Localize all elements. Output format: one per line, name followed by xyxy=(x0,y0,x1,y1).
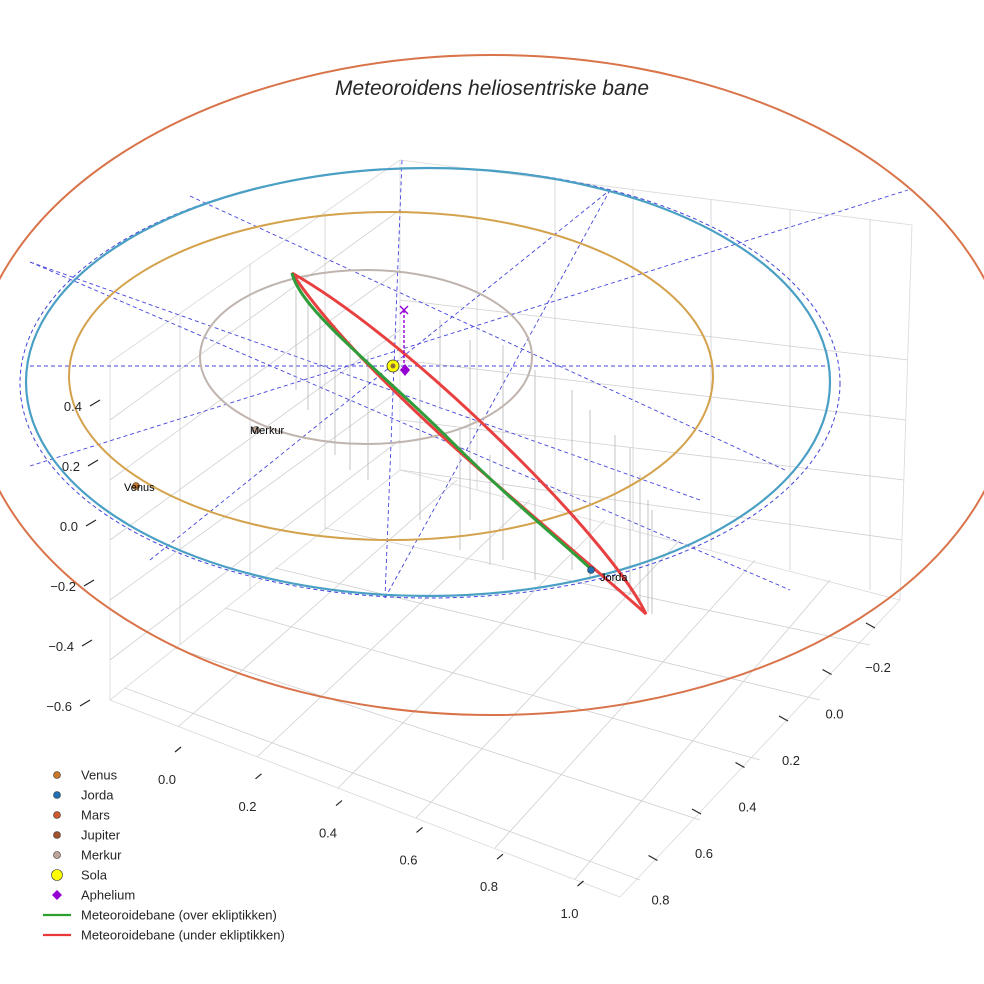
legend: Venus Jorda Mars Jupiter Merkur Sola Aphelium M… xyxy=(43,768,285,943)
label-merkur: Merkur xyxy=(250,425,285,437)
planet-markers xyxy=(132,305,595,574)
mercury-marker xyxy=(252,426,260,434)
legend-label: Jorda xyxy=(81,788,114,803)
reference-line xyxy=(29,261,791,591)
mars-orbit xyxy=(0,54,984,716)
aphelium-marker xyxy=(400,364,410,376)
drop-lines xyxy=(295,290,653,614)
legend-label: Merkur xyxy=(81,848,122,863)
z-axis-tick xyxy=(87,459,99,467)
x-axis-tick-label: 0.8 xyxy=(480,879,498,894)
reference-line xyxy=(29,261,701,501)
z-axis-tick-label: −0.4 xyxy=(48,639,74,654)
z-axis-tick-label: −0.2 xyxy=(50,579,76,594)
legend-item-sola: Sola xyxy=(51,868,108,883)
y-axis-tick xyxy=(735,761,745,769)
y-axis-tick xyxy=(778,715,789,722)
x-axis-tick-label: 0.4 xyxy=(319,826,337,841)
legend-label: Sola xyxy=(81,868,108,883)
legend-item-aphelium: Aphelium xyxy=(52,888,135,903)
z-axis-tick-label: 0.0 xyxy=(60,519,78,534)
z-axis-tick-label: −0.6 xyxy=(46,699,72,714)
reference-line xyxy=(384,189,611,599)
y-axis-tick-label: 0.2 xyxy=(782,753,800,768)
legend-item-merkur: Merkur xyxy=(53,848,122,863)
y-axis-tick xyxy=(865,622,876,629)
legend-marker xyxy=(51,869,63,881)
legend-label: Meteoroidebane (under ekliptikken) xyxy=(81,928,285,943)
legend-item-mars: Mars xyxy=(53,808,110,823)
y-axis-tick-label: 0.6 xyxy=(695,846,713,861)
reference-line xyxy=(29,189,909,467)
legend-label: Aphelium xyxy=(81,888,135,903)
reference-line xyxy=(384,159,403,599)
y-axis-tick xyxy=(691,808,702,815)
z-axis-tick-label: 0.4 xyxy=(64,399,82,414)
z-axis-tick xyxy=(89,399,101,407)
chart-title: Meteoroidens heliosentriske bane xyxy=(335,77,649,100)
z-axis-tick-label: 0.2 xyxy=(62,459,80,474)
x-axis-tick-label: 0.6 xyxy=(399,852,417,867)
label-venus: Venus xyxy=(124,482,155,494)
legend-marker xyxy=(53,771,61,779)
z-axis-tick xyxy=(85,519,97,527)
meteoroid-orbit-below xyxy=(290,271,648,616)
legend-marker xyxy=(53,851,61,859)
legend-label: Venus xyxy=(81,768,118,783)
x-axis-tick-label: 1.0 xyxy=(560,906,578,921)
sun-core-marker xyxy=(390,363,396,369)
x-axis: 0.0 0.2 0.4 0.6 0.8 1.0 xyxy=(158,746,584,921)
legend-marker xyxy=(53,791,61,799)
earth-orbit xyxy=(24,166,832,598)
aphelium-projection-marker xyxy=(399,305,409,315)
earth-marker xyxy=(587,566,595,574)
z-axis-tick xyxy=(81,639,93,647)
z-axis: −0.6 −0.4 −0.2 0.0 0.2 0.4 xyxy=(46,399,101,714)
x-axis-tick xyxy=(255,773,262,780)
legend-item-meteoroidebane-under-ekliptikken: Meteoroidebane (under ekliptikken) xyxy=(43,928,285,943)
legend-item-meteoroidebane-over-ekliptikken: Meteoroidebane (over ekliptikken) xyxy=(43,908,277,923)
y-axis-tick-label: −0.2 xyxy=(865,660,891,675)
legend-marker xyxy=(53,811,61,819)
y-axis-tick-label: 0.4 xyxy=(738,800,756,815)
y-axis-tick-label: 0.8 xyxy=(651,893,669,908)
y-axis-tick xyxy=(822,668,832,676)
label-jorda: Jorda xyxy=(600,572,628,584)
reference-lines xyxy=(29,159,909,599)
meteoroid-orbit-above xyxy=(290,272,594,572)
z-axis-tick xyxy=(83,579,95,587)
legend-label: Meteoroidebane (over ekliptikken) xyxy=(81,908,277,923)
legend-item-jorda: Jorda xyxy=(53,788,114,803)
venus-orbit xyxy=(68,211,714,541)
x-axis-tick-label: 0.0 xyxy=(158,772,176,787)
mercury-orbit xyxy=(199,269,533,445)
x-axis-tick xyxy=(416,826,423,833)
y-axis: −0.2 0.0 0.2 0.4 0.6 0.8 xyxy=(648,622,891,908)
x-axis-tick xyxy=(174,746,182,753)
legend-marker xyxy=(52,890,62,900)
legend-label: Jupiter xyxy=(81,828,121,843)
x-axis-tick xyxy=(335,800,343,807)
x-axis-tick xyxy=(496,853,504,860)
x-axis-tick-label: 0.2 xyxy=(238,799,256,814)
legend-item-jupiter: Jupiter xyxy=(53,828,121,843)
legend-item-venus: Venus xyxy=(53,768,118,783)
y-axis-tick-label: 0.0 xyxy=(825,707,843,722)
x-axis-tick xyxy=(577,880,584,887)
legend-label: Mars xyxy=(81,808,110,823)
y-axis-tick xyxy=(648,854,658,862)
z-axis-tick xyxy=(79,699,91,707)
venus-marker xyxy=(132,482,140,490)
legend-marker xyxy=(53,831,61,839)
